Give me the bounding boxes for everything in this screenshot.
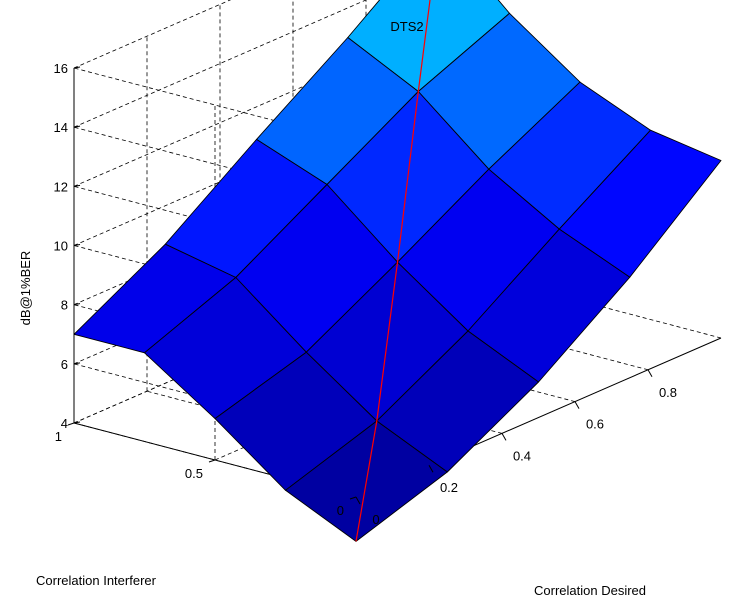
surface-mesh [73,0,722,542]
x-tick-label: 0.2 [440,480,458,495]
x-tick-label: 0.6 [586,417,604,432]
z-tick-mark [73,303,81,306]
chart-title: DTS2 [390,19,423,34]
y-tick-label: 0.5 [185,466,203,481]
y-tick-label: 1 [55,429,62,444]
z-tick-label: 16 [54,61,68,76]
z-tick-mark [73,125,81,128]
x-tick-mark [355,496,361,505]
x-axis-label: Correlation Desired [534,583,646,597]
diagonal-curve [355,0,431,542]
axis-ticks: 0 0.2 0.4 0.6 0.8 0 0.5 14 6 8 10 12 14 16 [54,61,678,527]
x-tick-mark [428,464,434,473]
z-tick-label: 6 [61,357,68,372]
x-tick-mark [574,401,580,409]
y-tick-label: 0 [337,503,344,518]
back-wall-grid-z [73,0,232,69]
y-tick-mark [67,422,75,426]
y-tick-mark [208,459,216,463]
x-tick-mark [501,433,507,441]
z-axis-label: dB@1%BER [18,251,33,326]
z-tick-mark [73,362,81,365]
z-tick-mark [73,184,81,187]
x-tick-label: 0 [372,512,379,527]
z-tick-mark [73,66,81,69]
z-tick-label: 8 [61,298,68,313]
z-tick-label: 12 [54,179,68,194]
back-wall-grid-z [73,0,367,128]
z-tick-mark [73,244,81,246]
x-tick-mark [647,369,653,378]
z-tick-label: 4 [61,416,68,431]
z-tick-label: 10 [54,239,68,254]
y-tick-mark [349,496,357,500]
x-tick-label: 0.8 [659,385,677,400]
x-tick-label: 0.4 [513,448,531,463]
z-tick-mark [73,421,81,424]
diagonal-line [355,0,431,542]
y-axis-label: Correlation Interferer [36,573,157,588]
z-tick-label: 14 [54,120,68,135]
